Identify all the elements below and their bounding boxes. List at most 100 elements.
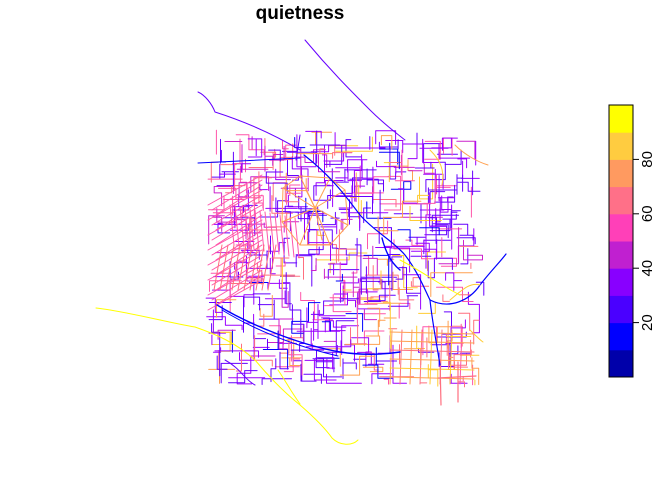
street-segment	[261, 378, 292, 385]
street-segment	[387, 295, 419, 307]
street-segment	[214, 350, 259, 358]
street-segment	[305, 130, 322, 139]
street-segment	[431, 214, 460, 233]
street-segment	[310, 285, 344, 315]
street-segment	[277, 369, 301, 405]
street-segment	[391, 256, 403, 291]
street-segment	[356, 176, 391, 194]
street-segment	[467, 291, 480, 334]
street-network	[95, 39, 507, 445]
street-segment	[95, 307, 359, 445]
street-segment	[235, 134, 265, 156]
street-segment	[379, 203, 428, 215]
street-segment	[284, 215, 290, 257]
street-segment	[463, 239, 483, 261]
legend-band	[609, 132, 633, 160]
street-segment	[340, 256, 348, 265]
street-segment	[318, 309, 346, 317]
street-segment	[353, 154, 363, 193]
street-segment	[236, 356, 253, 385]
street-segment	[279, 214, 285, 256]
street-segment	[351, 337, 370, 353]
street-segment	[326, 373, 362, 384]
street-segment	[429, 192, 447, 227]
street-segment	[429, 213, 457, 232]
street-segment	[207, 189, 263, 221]
legend-tick-label: 20	[639, 314, 656, 331]
street-segment	[378, 151, 400, 170]
street-segment	[271, 257, 301, 277]
street-segment	[428, 217, 449, 239]
street-segment	[419, 163, 434, 200]
street-segment	[414, 161, 435, 169]
legend-band	[609, 322, 633, 351]
street-segment	[211, 224, 263, 256]
street-segment	[383, 175, 402, 211]
street-segment	[335, 170, 362, 182]
street-segment	[457, 381, 465, 388]
street-segment	[402, 266, 422, 310]
street-segment	[419, 329, 423, 385]
street-segment	[295, 134, 301, 161]
street-segment	[296, 134, 317, 168]
street-segment	[392, 255, 418, 289]
street-segment	[389, 247, 411, 273]
street-segment	[389, 367, 475, 371]
street-segment	[389, 146, 407, 180]
street-segment	[333, 196, 373, 215]
street-segment	[449, 329, 453, 385]
street-segment	[219, 244, 229, 291]
street-segment	[443, 311, 452, 327]
street-segment	[428, 325, 452, 344]
street-segment	[445, 272, 463, 291]
street-segment	[299, 207, 316, 246]
street-segment	[376, 160, 397, 174]
street-segment	[213, 244, 223, 291]
street-segment	[287, 151, 317, 167]
street-segment	[265, 171, 288, 194]
street-segment	[323, 152, 345, 168]
street-segment	[215, 214, 263, 246]
street-segment	[431, 137, 458, 151]
street-segment	[308, 231, 324, 255]
street-segment	[284, 205, 311, 220]
street-segment	[335, 136, 373, 152]
street-segment	[437, 196, 455, 213]
color-legend: 20 40 60 80	[608, 104, 656, 378]
street-segment	[237, 244, 247, 291]
street-segment	[259, 295, 273, 317]
street-segment	[305, 189, 316, 209]
street-segment	[275, 168, 291, 181]
street-segment	[257, 299, 280, 320]
street-segment	[279, 351, 289, 370]
street-segment	[383, 200, 422, 235]
street-segment	[389, 329, 393, 385]
street-segment	[372, 265, 379, 291]
street-segment	[345, 313, 364, 332]
street-segment	[344, 168, 377, 182]
street-segment	[423, 163, 435, 174]
street-segment	[220, 149, 227, 163]
street-segment	[390, 181, 412, 202]
street-segment	[295, 255, 313, 287]
legend-band	[609, 295, 633, 324]
street-segment	[411, 242, 430, 252]
street-segment	[326, 358, 336, 369]
street-segment	[308, 242, 331, 262]
street-segment	[264, 145, 274, 172]
street-segment	[274, 213, 280, 255]
street-segment	[254, 209, 260, 251]
street-segment	[281, 282, 302, 320]
street-segment	[215, 184, 263, 216]
street-segment	[234, 205, 240, 247]
street-segment	[211, 331, 231, 352]
street-segment	[366, 168, 384, 192]
street-segment	[215, 199, 263, 231]
street-segment	[473, 319, 480, 345]
street-segment	[427, 251, 446, 271]
street-segment	[377, 319, 386, 337]
street-segment	[215, 274, 263, 306]
street-segment	[390, 159, 413, 182]
street-segment	[286, 192, 301, 205]
